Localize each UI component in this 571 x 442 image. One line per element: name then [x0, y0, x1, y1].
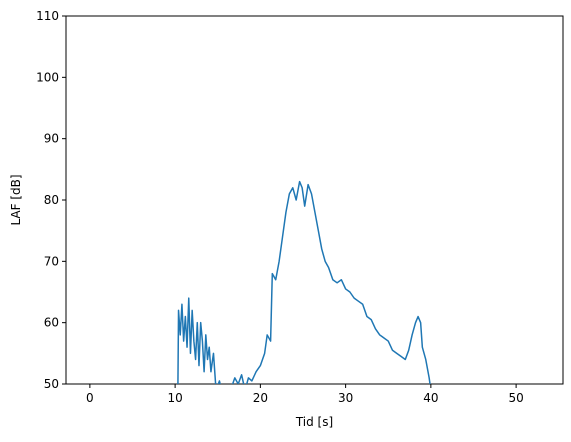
x-tick-label: 20	[253, 391, 268, 405]
y-tick-label: 100	[36, 70, 59, 84]
y-tick-label: 60	[44, 316, 59, 330]
y-tick-label: 80	[44, 193, 59, 207]
axes-frame	[65, 15, 564, 385]
y-tick-label: 90	[44, 132, 59, 146]
y-axis-label: LAF [dB]	[9, 174, 23, 225]
x-tick-label: 40	[423, 391, 438, 405]
plot-area	[177, 180, 431, 384]
y-tick-label: 50	[44, 377, 59, 391]
x-tick-label: 30	[338, 391, 353, 405]
x-axis-label: Tid [s]	[295, 415, 333, 429]
x-tick-label: 50	[508, 391, 523, 405]
data-line	[177, 180, 431, 384]
y-tick-label: 110	[36, 9, 59, 23]
x-tick-label: 0	[86, 391, 94, 405]
x-tick-label: 10	[167, 391, 182, 405]
y-tick-label: 70	[44, 254, 59, 268]
